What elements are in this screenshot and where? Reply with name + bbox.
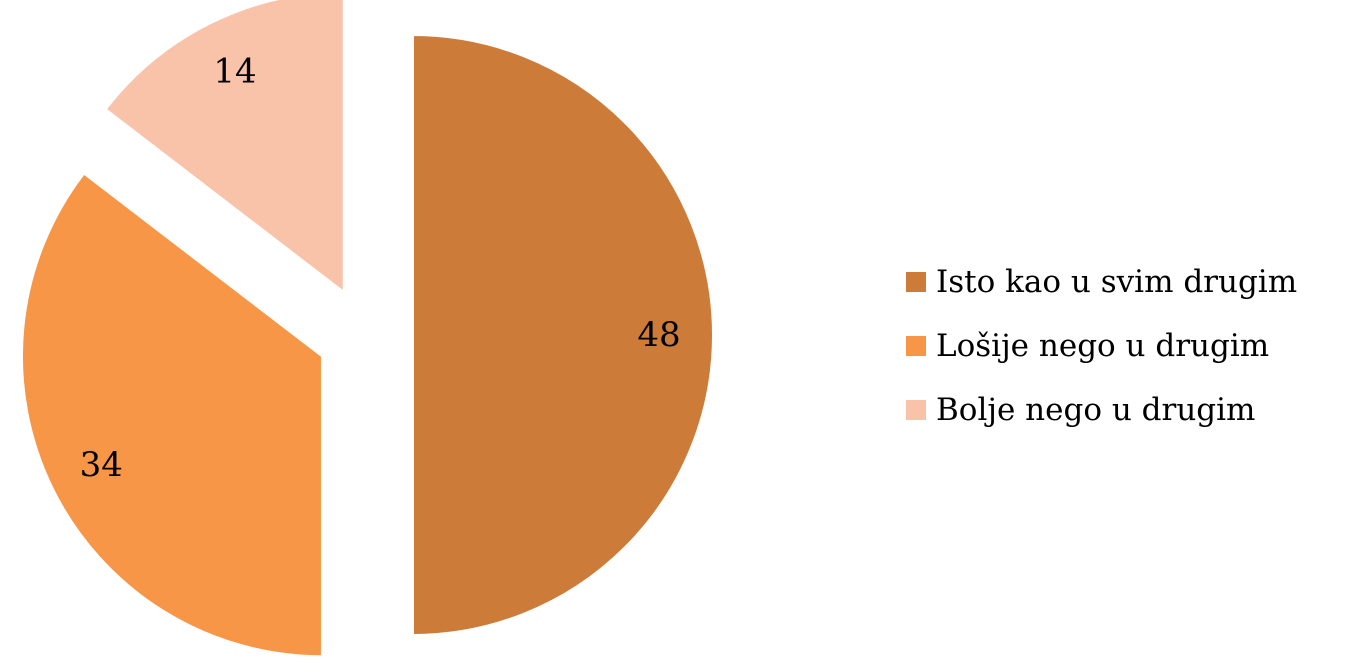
data-label-2: 34 (80, 445, 123, 485)
pie-slice-1 (412, 33, 714, 637)
data-label-3: 14 (213, 51, 256, 91)
legend-label-2: Lošije nego u drugim (936, 328, 1269, 364)
legend-swatch-3 (906, 400, 926, 420)
legend-label-1: Isto kao u svim drugim (936, 264, 1297, 300)
legend-item-2: Lošije nego u drugim (906, 328, 1269, 364)
data-label-1: 48 (637, 315, 680, 355)
pie-slices (20, 0, 714, 658)
legend-item-1: Isto kao u svim drugim (906, 264, 1297, 300)
pie-slice-3 (104, 0, 345, 294)
pie-slice-2 (20, 172, 323, 658)
pie-data-labels: 48 34 14 (80, 51, 681, 485)
legend: Isto kao u svim drugim Lošije nego u drug… (906, 264, 1297, 428)
legend-label-3: Bolje nego u drugim (936, 392, 1255, 428)
legend-swatch-2 (906, 336, 926, 356)
legend-swatch-1 (906, 272, 926, 292)
legend-item-3: Bolje nego u drugim (906, 392, 1255, 428)
